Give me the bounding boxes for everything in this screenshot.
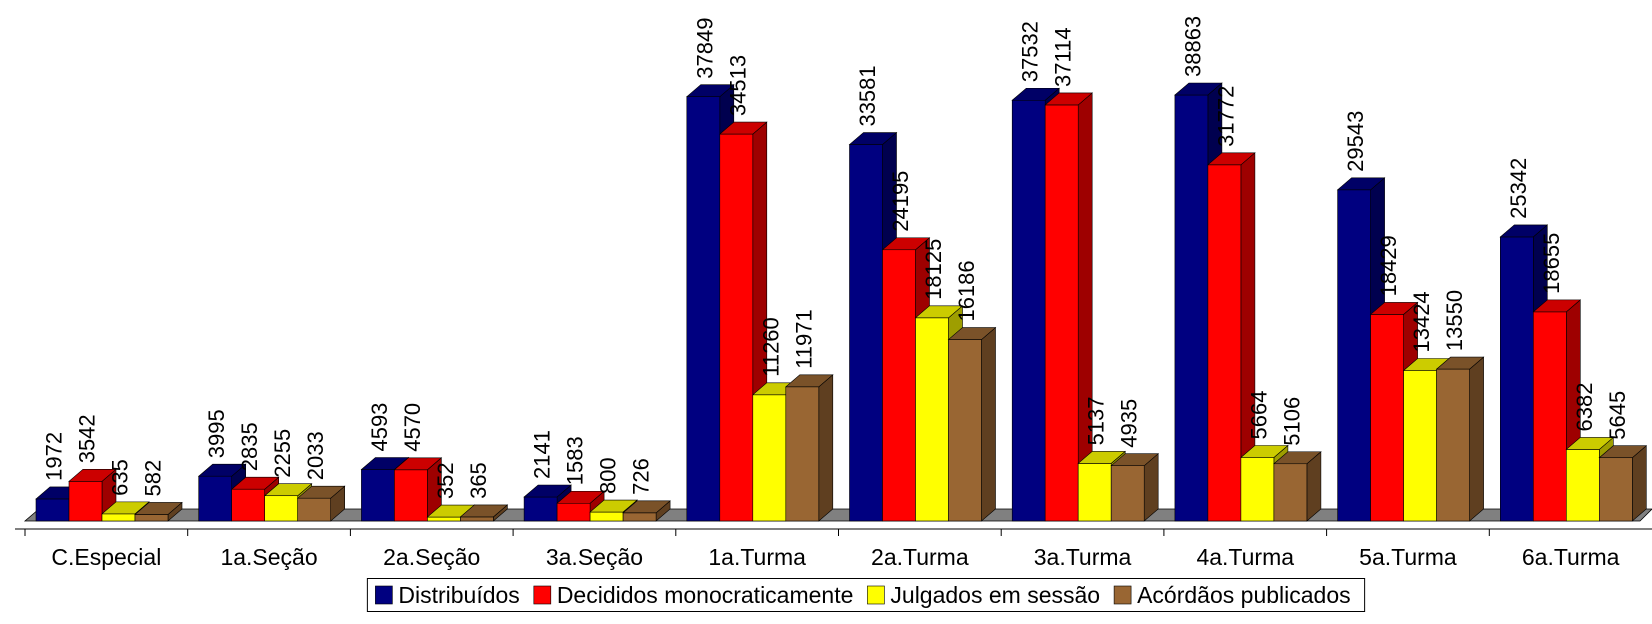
- data-label: 4570: [400, 403, 425, 452]
- bar-acordaos-publicados-5a-turma: [1435, 356, 1485, 522]
- data-label: 2835: [237, 422, 262, 471]
- data-label: 582: [141, 460, 166, 497]
- data-label: 1972: [42, 432, 67, 481]
- data-label: 6382: [1572, 383, 1597, 432]
- legend-swatch-acordaos-publicados: [1113, 585, 1132, 605]
- data-label: 1583: [563, 436, 588, 485]
- data-label: 800: [596, 457, 621, 494]
- bar-acordaos-publicados-2a-turma: [947, 326, 997, 522]
- legend-entry-julgados-em-sessao: Julgados em sessão: [890, 582, 1100, 608]
- bar-acordaos-publicados-3a-turma: [1110, 453, 1160, 522]
- data-label: 25342: [1506, 158, 1531, 219]
- data-label: 5137: [1084, 396, 1109, 445]
- data-label: 18655: [1539, 233, 1564, 294]
- bar-julgados-em-sessao-1a-secao: [263, 483, 313, 522]
- x-tick-label: 2a.Turma: [871, 544, 969, 570]
- data-label: 13550: [1442, 290, 1467, 351]
- legend: Distribuídos Decididos monocraticamente Ju…: [366, 578, 1366, 612]
- x-tick-label: 2a.Seção: [383, 544, 480, 570]
- data-label: 11260: [758, 317, 783, 377]
- data-label: 18429: [1376, 235, 1401, 296]
- data-label: 18125: [921, 239, 946, 300]
- data-label: 365: [466, 462, 491, 499]
- bar-acordaos-publicados-c-especial: [134, 501, 183, 522]
- bar-acordaos-publicados-6a-turma: [1598, 445, 1648, 522]
- bar-acordaos-publicados-4a-turma: [1273, 451, 1322, 522]
- data-label: 11971: [791, 309, 816, 369]
- data-label: 37114: [1051, 27, 1076, 87]
- data-label: 13424: [1409, 291, 1434, 352]
- legend-swatch-decididos-monocraticamente: [533, 585, 552, 605]
- legend-swatch-distribuidos: [375, 585, 393, 605]
- data-label: 24195: [888, 171, 913, 232]
- bar-marks: 1972 3542 635 582 3995 2835 2255 2033 4593 4570 35…: [35, 16, 1648, 522]
- bar-acordaos-publicados-2a-secao: [459, 504, 509, 522]
- data-label: 726: [629, 458, 654, 495]
- data-label: 4935: [1117, 399, 1142, 448]
- data-label: 31772: [1213, 86, 1238, 147]
- data-label: 3995: [204, 409, 229, 458]
- bar-decididos-monocraticamente-4a-turma: [1207, 152, 1256, 522]
- data-label: 4593: [367, 403, 392, 452]
- data-label: 37532: [1018, 21, 1043, 82]
- data-label: 5645: [1605, 391, 1630, 440]
- legend-swatch-julgados-em-sessao: [867, 585, 885, 605]
- data-label: 2141: [530, 430, 555, 479]
- x-tick-label: 5a.Turma: [1359, 544, 1457, 570]
- data-label: 34513: [725, 55, 750, 116]
- bar-decididos-monocraticamente-c-especial: [68, 468, 117, 522]
- bar-acordaos-publicados-1a-secao: [296, 485, 346, 522]
- bar-acordaos-publicados-3a-secao: [622, 500, 671, 522]
- x-tick-label: 4a.Turma: [1196, 544, 1294, 570]
- bar-acordaos-publicados-1a-turma: [784, 374, 834, 522]
- data-label: 38863: [1180, 16, 1205, 77]
- legend-entry-decididos-monocraticamente: Decididos monocraticamente: [557, 582, 854, 608]
- bar-decididos-monocraticamente-3a-turma: [1044, 92, 1094, 522]
- data-label: 5664: [1246, 391, 1271, 440]
- data-label: 29543: [1343, 111, 1368, 172]
- data-label: 5106: [1279, 397, 1304, 446]
- x-axis: C.Especial 1a.Seção 2a.Seção 3a.Seção 1a.Tur…: [15, 528, 1652, 570]
- x-tick-label: C.Especial: [51, 544, 161, 570]
- data-label: 33581: [855, 65, 880, 126]
- data-label: 352: [433, 462, 458, 499]
- legend-entry-distribuidos: Distribuídos: [398, 582, 519, 608]
- x-tick-label: 1a.Turma: [708, 544, 806, 570]
- data-label: 37849: [692, 18, 717, 79]
- x-tick-label: 6a.Turma: [1522, 544, 1620, 570]
- legend-entry-acordaos-publicados: Acórdãos publicados: [1137, 582, 1351, 608]
- data-label: 635: [108, 459, 133, 496]
- bar-decididos-monocraticamente-2a-secao: [393, 457, 443, 522]
- data-label: 3542: [75, 414, 100, 463]
- x-tick-label: 3a.Turma: [1034, 544, 1132, 570]
- data-label: 2033: [303, 431, 328, 480]
- data-label: 16186: [954, 260, 979, 321]
- x-tick-label: 3a.Seção: [546, 544, 643, 570]
- data-label: 2255: [270, 429, 295, 478]
- x-tick-label: 1a.Seção: [220, 544, 317, 570]
